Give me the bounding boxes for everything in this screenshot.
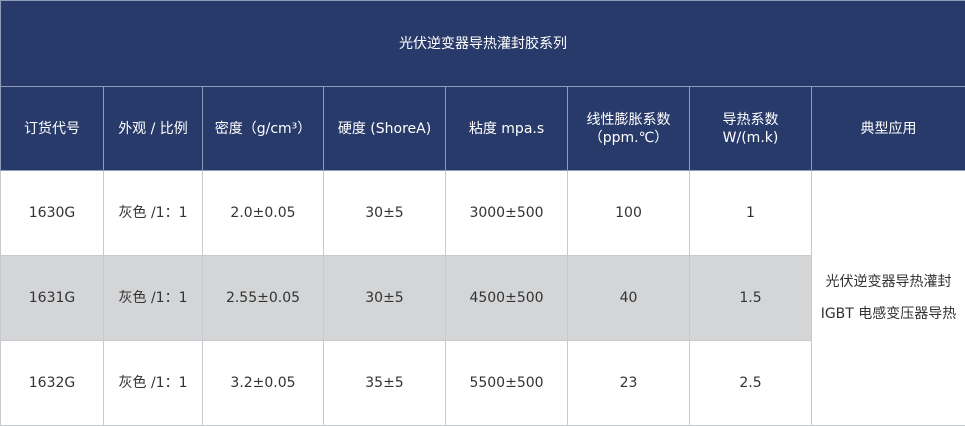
table-title: 光伏逆变器导热灌封胶系列	[0, 0, 965, 87]
cell: 1.5	[689, 255, 812, 341]
table-row: 1630G 灰色 /1：1 2.0±0.05 30±5 3000±500 100…	[0, 170, 965, 426]
header-row: 订货代号 外观 / 比例 密度（g/cm³） 硬度 (ShoreA) 粘度 mp…	[0, 86, 965, 171]
title-row: 光伏逆变器导热灌封胶系列	[0, 0, 965, 87]
cell: 30±5	[323, 255, 446, 341]
cell: 灰色 /1：1	[103, 170, 203, 256]
cell: 40	[567, 255, 690, 341]
header-cell: 密度（g/cm³）	[202, 86, 324, 171]
cell: 2.55±0.05	[202, 255, 324, 341]
cell: 1	[689, 170, 812, 256]
cell: 35±5	[323, 340, 446, 426]
table-row: 1632G 灰色 /1：1 3.2±0.05 35±5 5500±500 23 …	[0, 340, 965, 426]
header-cell: 外观 / 比例	[103, 86, 203, 171]
header-cell: 粘度 mpa.s	[445, 86, 568, 171]
header-cell: 导热系数 W/(m.k)	[689, 86, 812, 171]
header-cell: 典型应用	[811, 86, 965, 171]
cell: 灰色 /1：1	[103, 340, 203, 426]
cell: 100	[567, 170, 690, 256]
cell: 1630G	[0, 170, 104, 256]
cell: 3000±500	[445, 170, 568, 256]
application-line: IGBT 电感变压器导热	[820, 306, 957, 322]
cell: 23	[567, 340, 690, 426]
application-cell: 光伏逆变器导热灌封 IGBT 电感变压器导热	[811, 170, 965, 426]
cell: 4500±500	[445, 255, 568, 341]
cell: 1631G	[0, 255, 104, 341]
application-line: 光伏逆变器导热灌封	[825, 274, 952, 290]
header-cell: 线性膨胀系数（ppm.℃）	[567, 86, 690, 171]
table-row: 1631G 灰色 /1：1 2.55±0.05 30±5 4500±500 40…	[0, 255, 965, 341]
cell: 30±5	[323, 170, 446, 256]
cell: 2.5	[689, 340, 812, 426]
cell: 2.0±0.05	[202, 170, 324, 256]
cell: 灰色 /1：1	[103, 255, 203, 341]
header-cell: 订货代号	[0, 86, 104, 171]
header-cell: 硬度 (ShoreA)	[323, 86, 446, 171]
cell: 1632G	[0, 340, 104, 426]
cell: 5500±500	[445, 340, 568, 426]
cell: 3.2±0.05	[202, 340, 324, 426]
